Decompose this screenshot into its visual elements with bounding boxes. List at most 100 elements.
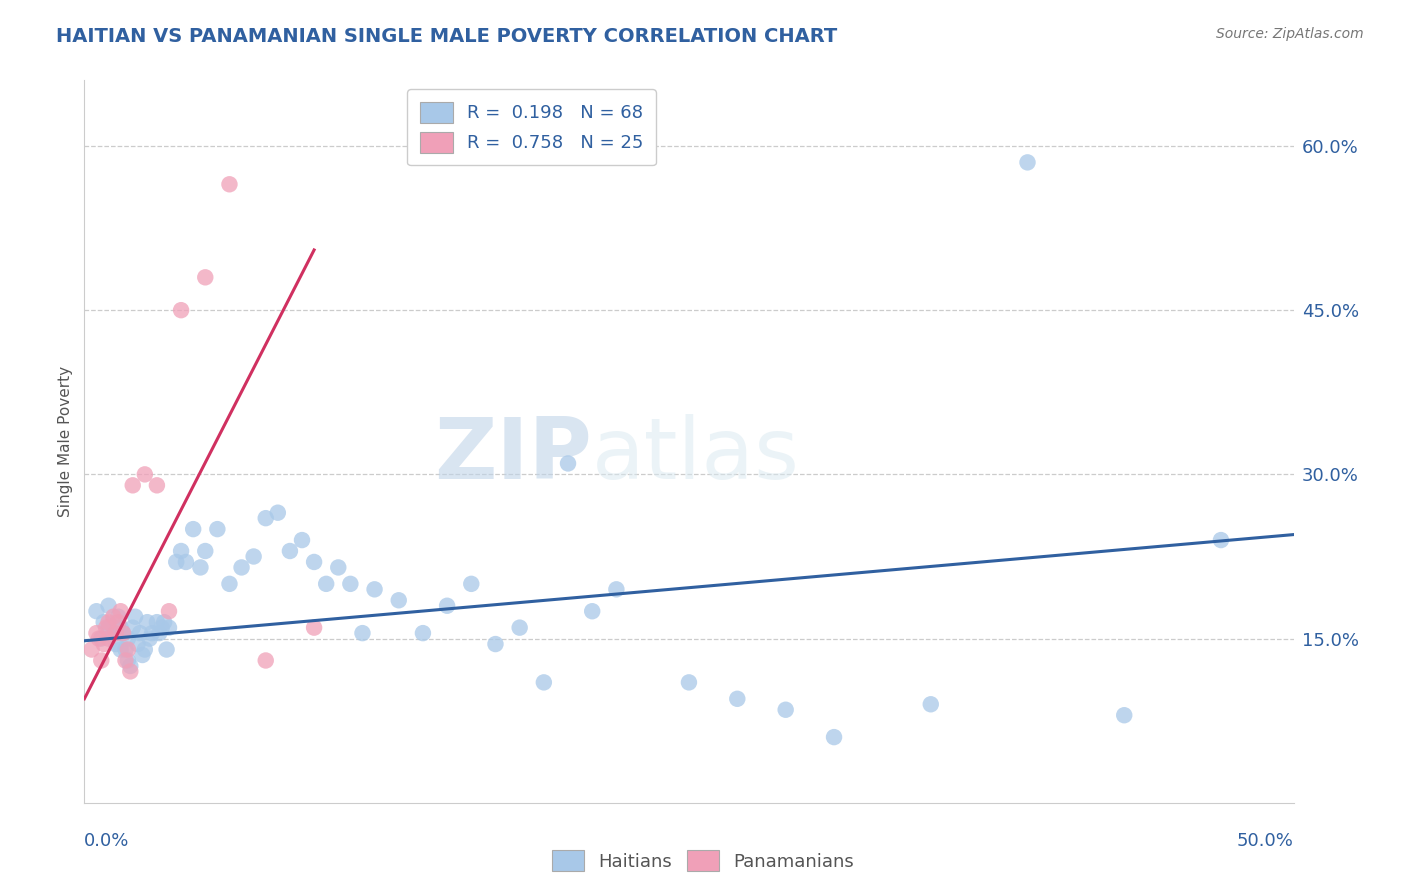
- Point: [107, 609, 129, 624]
- Point: [605, 582, 627, 597]
- Text: Source: ZipAtlas.com: Source: ZipAtlas.com: [1216, 27, 1364, 41]
- Point: [86, 626, 108, 640]
- Point: [134, 467, 156, 482]
- Point: [94, 621, 117, 635]
- Point: [218, 577, 240, 591]
- Point: [181, 522, 204, 536]
- Point: [775, 703, 797, 717]
- Point: [136, 615, 159, 630]
- Point: [110, 604, 132, 618]
- Point: [121, 621, 143, 635]
- Point: [120, 665, 142, 679]
- Point: [120, 659, 142, 673]
- Point: [363, 582, 385, 597]
- Point: [107, 615, 129, 630]
- Point: [157, 621, 180, 635]
- Point: [174, 555, 197, 569]
- Point: [110, 621, 132, 635]
- Point: [104, 626, 127, 640]
- Text: 0.0%: 0.0%: [84, 831, 129, 850]
- Point: [460, 577, 482, 591]
- Point: [97, 615, 120, 630]
- Point: [97, 632, 120, 646]
- Point: [90, 653, 112, 667]
- Point: [131, 648, 153, 662]
- Point: [823, 730, 845, 744]
- Point: [315, 577, 337, 591]
- Point: [194, 544, 217, 558]
- Legend: R =  0.198   N = 68, R =  0.758   N = 25: R = 0.198 N = 68, R = 0.758 N = 25: [408, 89, 657, 165]
- Point: [254, 511, 277, 525]
- Point: [86, 604, 108, 618]
- Point: [93, 637, 115, 651]
- Point: [157, 604, 180, 618]
- Point: [920, 698, 942, 712]
- Point: [129, 626, 152, 640]
- Point: [117, 632, 139, 646]
- Point: [155, 642, 177, 657]
- Point: [1209, 533, 1232, 547]
- Text: 50.0%: 50.0%: [1237, 831, 1294, 850]
- Point: [533, 675, 555, 690]
- Point: [194, 270, 217, 285]
- Point: [103, 609, 125, 624]
- Point: [90, 632, 112, 646]
- Text: HAITIAN VS PANAMANIAN SINGLE MALE POVERTY CORRELATION CHART: HAITIAN VS PANAMANIAN SINGLE MALE POVERT…: [56, 27, 838, 45]
- Point: [302, 555, 325, 569]
- Point: [1017, 155, 1039, 169]
- Point: [80, 642, 103, 657]
- Text: ZIP: ZIP: [434, 415, 592, 498]
- Point: [153, 615, 176, 630]
- Point: [127, 637, 149, 651]
- Legend: Haitians, Panamanians: Haitians, Panamanians: [544, 843, 862, 879]
- Point: [218, 178, 240, 192]
- Point: [146, 615, 169, 630]
- Point: [112, 626, 135, 640]
- Point: [328, 560, 350, 574]
- Point: [97, 599, 120, 613]
- Point: [678, 675, 700, 690]
- Point: [231, 560, 253, 574]
- Point: [141, 626, 163, 640]
- Point: [278, 544, 301, 558]
- Text: atlas: atlas: [592, 415, 800, 498]
- Point: [165, 555, 187, 569]
- Point: [170, 544, 193, 558]
- Point: [207, 522, 229, 536]
- Point: [339, 577, 361, 591]
- Point: [112, 626, 135, 640]
- Point: [124, 609, 146, 624]
- Point: [121, 478, 143, 492]
- Point: [388, 593, 411, 607]
- Point: [104, 637, 127, 651]
- Point: [484, 637, 506, 651]
- Point: [352, 626, 374, 640]
- Point: [87, 632, 110, 646]
- Point: [412, 626, 434, 640]
- Point: [138, 632, 160, 646]
- Point: [170, 303, 193, 318]
- Point: [291, 533, 314, 547]
- Point: [509, 621, 531, 635]
- Point: [117, 653, 139, 667]
- Point: [103, 626, 125, 640]
- Point: [150, 621, 173, 635]
- Point: [134, 642, 156, 657]
- Point: [725, 691, 748, 706]
- Point: [436, 599, 458, 613]
- Point: [267, 506, 290, 520]
- Point: [97, 621, 120, 635]
- Point: [114, 642, 136, 657]
- Point: [557, 457, 579, 471]
- Point: [146, 478, 169, 492]
- Point: [110, 642, 132, 657]
- Point: [117, 642, 139, 657]
- Point: [93, 615, 115, 630]
- Point: [148, 626, 170, 640]
- Point: [242, 549, 264, 564]
- Point: [302, 621, 325, 635]
- Point: [254, 653, 277, 667]
- Point: [1114, 708, 1136, 723]
- Point: [114, 653, 136, 667]
- Y-axis label: Single Male Poverty: Single Male Poverty: [58, 366, 73, 517]
